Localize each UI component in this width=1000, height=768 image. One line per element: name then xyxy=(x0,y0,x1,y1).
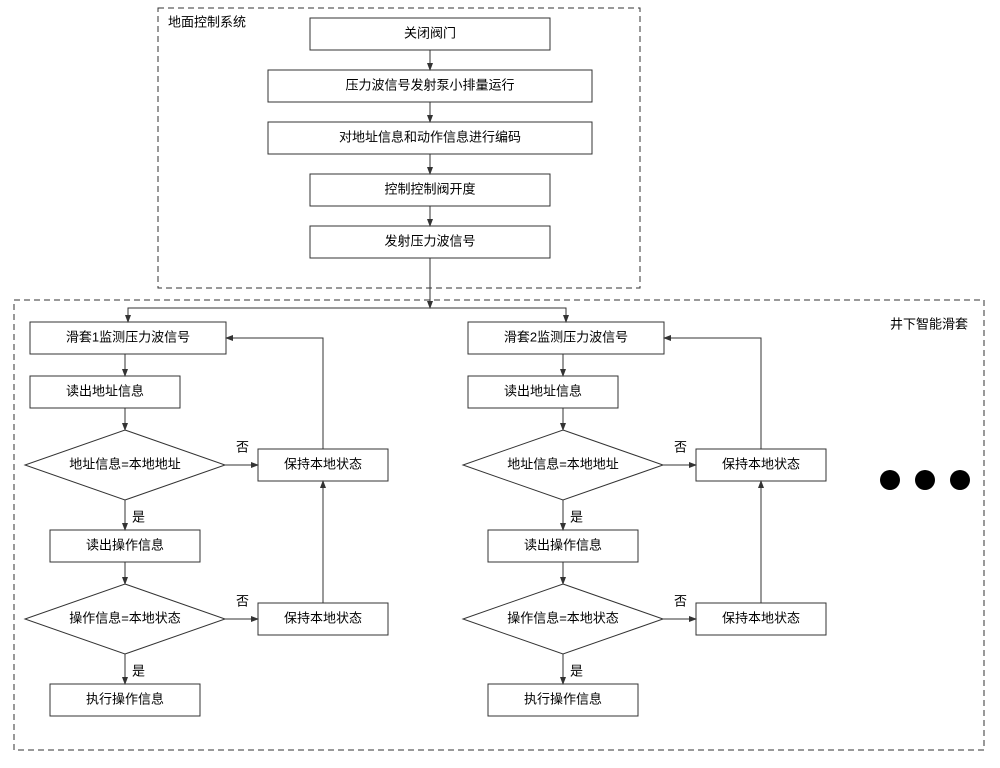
group-g-bottom xyxy=(14,300,984,750)
svg-text:是: 是 xyxy=(570,663,583,678)
svg-text:否: 否 xyxy=(236,593,249,608)
svg-text:否: 否 xyxy=(674,593,687,608)
svg-text:否: 否 xyxy=(674,439,687,454)
svg-text:关闭阀门: 关闭阀门 xyxy=(404,25,456,40)
svg-text:保持本地状态: 保持本地状态 xyxy=(722,610,800,625)
svg-text:操作信息=本地状态: 操作信息=本地状态 xyxy=(69,610,181,625)
svg-text:地址信息=本地地址: 地址信息=本地地址 xyxy=(507,456,619,471)
svg-text:保持本地状态: 保持本地状态 xyxy=(284,610,362,625)
svg-text:读出操作信息: 读出操作信息 xyxy=(524,537,602,552)
svg-text:对地址信息和动作信息进行编码: 对地址信息和动作信息进行编码 xyxy=(339,129,521,144)
ellipsis-dot xyxy=(915,470,935,490)
svg-text:滑套1监测压力波信号: 滑套1监测压力波信号 xyxy=(66,329,190,344)
ellipsis-dot xyxy=(880,470,900,490)
svg-text:保持本地状态: 保持本地状态 xyxy=(722,456,800,471)
ellipsis-dot xyxy=(950,470,970,490)
connector xyxy=(226,338,323,449)
connector xyxy=(128,308,430,322)
connector xyxy=(664,338,761,449)
svg-text:井下智能滑套: 井下智能滑套 xyxy=(890,316,968,331)
svg-text:是: 是 xyxy=(570,509,583,524)
svg-text:地址信息=本地地址: 地址信息=本地地址 xyxy=(69,456,181,471)
svg-text:滑套2监测压力波信号: 滑套2监测压力波信号 xyxy=(504,329,628,344)
svg-text:执行操作信息: 执行操作信息 xyxy=(524,691,602,706)
svg-text:发射压力波信号: 发射压力波信号 xyxy=(384,233,475,248)
svg-text:控制控制阀开度: 控制控制阀开度 xyxy=(384,181,475,196)
svg-text:否: 否 xyxy=(236,439,249,454)
svg-text:读出操作信息: 读出操作信息 xyxy=(86,537,164,552)
connector xyxy=(430,308,566,322)
svg-text:执行操作信息: 执行操作信息 xyxy=(86,691,164,706)
svg-text:读出地址信息: 读出地址信息 xyxy=(504,383,582,398)
svg-text:读出地址信息: 读出地址信息 xyxy=(66,383,144,398)
svg-text:是: 是 xyxy=(132,509,145,524)
svg-text:操作信息=本地状态: 操作信息=本地状态 xyxy=(507,610,619,625)
svg-text:地面控制系统: 地面控制系统 xyxy=(168,14,246,29)
flowchart: 地面控制系统井下智能滑套 关闭阀门压力波信号发射泵小排量运行对地址信息和动作信息进… xyxy=(0,0,1000,768)
svg-text:压力波信号发射泵小排量运行: 压力波信号发射泵小排量运行 xyxy=(345,77,514,92)
svg-text:保持本地状态: 保持本地状态 xyxy=(284,456,362,471)
svg-text:是: 是 xyxy=(132,663,145,678)
